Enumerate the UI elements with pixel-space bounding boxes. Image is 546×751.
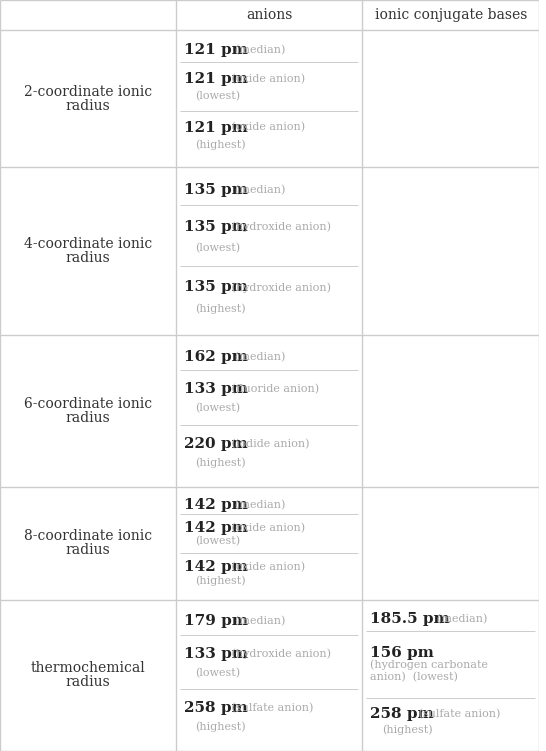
Text: (median): (median) <box>228 351 286 362</box>
Text: anions: anions <box>246 8 292 22</box>
Text: 142 pm: 142 pm <box>183 521 247 535</box>
Text: 6-coordinate ionic: 6-coordinate ionic <box>24 397 152 411</box>
Text: (hydroxide anion): (hydroxide anion) <box>228 222 331 232</box>
Text: radius: radius <box>66 251 110 265</box>
Text: 142 pm: 142 pm <box>183 559 247 574</box>
Text: (hydrogen carbonate: (hydrogen carbonate <box>370 659 488 670</box>
Text: (lowest): (lowest) <box>195 403 241 414</box>
Text: (median): (median) <box>228 45 286 56</box>
Text: (lowest): (lowest) <box>195 91 241 101</box>
Text: (oxide anion): (oxide anion) <box>228 562 305 572</box>
Text: (highest): (highest) <box>195 139 246 149</box>
Text: 121 pm: 121 pm <box>183 121 247 134</box>
Text: (lowest): (lowest) <box>195 243 241 253</box>
Text: (median): (median) <box>228 617 286 626</box>
Text: anion)  (lowest): anion) (lowest) <box>370 671 458 682</box>
Text: (oxide anion): (oxide anion) <box>228 74 305 84</box>
Text: 133 pm: 133 pm <box>183 382 248 397</box>
Text: (median): (median) <box>228 185 286 195</box>
Text: (highest): (highest) <box>195 303 246 314</box>
Text: 156 pm: 156 pm <box>370 646 434 660</box>
Text: ionic conjugate bases: ionic conjugate bases <box>375 8 527 22</box>
Text: 133 pm: 133 pm <box>183 647 248 661</box>
Text: (oxide anion): (oxide anion) <box>228 523 305 533</box>
Text: (sulfate anion): (sulfate anion) <box>415 709 500 719</box>
Text: 185.5 pm: 185.5 pm <box>370 612 450 626</box>
Text: (highest): (highest) <box>195 457 246 468</box>
Text: radius: radius <box>66 98 110 113</box>
Text: 179 pm: 179 pm <box>183 614 248 629</box>
Text: 258 pm: 258 pm <box>183 701 247 715</box>
Text: (median): (median) <box>430 614 487 624</box>
Text: 135 pm: 135 pm <box>183 280 247 294</box>
Text: radius: radius <box>66 675 110 689</box>
Text: (iodide anion): (iodide anion) <box>228 439 310 449</box>
Text: (highest): (highest) <box>195 722 246 732</box>
Text: 121 pm: 121 pm <box>183 72 247 86</box>
Text: 2-coordinate ionic: 2-coordinate ionic <box>24 85 152 98</box>
Text: (highest): (highest) <box>382 724 433 734</box>
Text: (sulfate anion): (sulfate anion) <box>228 703 313 713</box>
Text: thermochemical: thermochemical <box>31 662 145 675</box>
Text: 162 pm: 162 pm <box>183 350 247 363</box>
Text: (lowest): (lowest) <box>195 536 241 547</box>
Text: 4-coordinate ionic: 4-coordinate ionic <box>24 237 152 251</box>
Text: (fluoride anion): (fluoride anion) <box>228 384 319 394</box>
Text: (median): (median) <box>228 499 286 510</box>
Text: 135 pm: 135 pm <box>183 220 247 234</box>
Text: radius: radius <box>66 544 110 557</box>
Text: 142 pm: 142 pm <box>183 498 247 511</box>
Text: radius: radius <box>66 411 110 425</box>
Text: (oxide anion): (oxide anion) <box>228 122 305 133</box>
Text: 220 pm: 220 pm <box>183 436 247 451</box>
Text: (lowest): (lowest) <box>195 668 241 678</box>
Text: 8-coordinate ionic: 8-coordinate ionic <box>24 529 152 544</box>
Text: 121 pm: 121 pm <box>183 43 247 57</box>
Text: 258 pm: 258 pm <box>370 707 434 721</box>
Text: (hydroxide anion): (hydroxide anion) <box>228 649 331 659</box>
Text: (highest): (highest) <box>195 575 246 586</box>
Text: (hydroxide anion): (hydroxide anion) <box>228 282 331 293</box>
Text: 135 pm: 135 pm <box>183 183 247 198</box>
